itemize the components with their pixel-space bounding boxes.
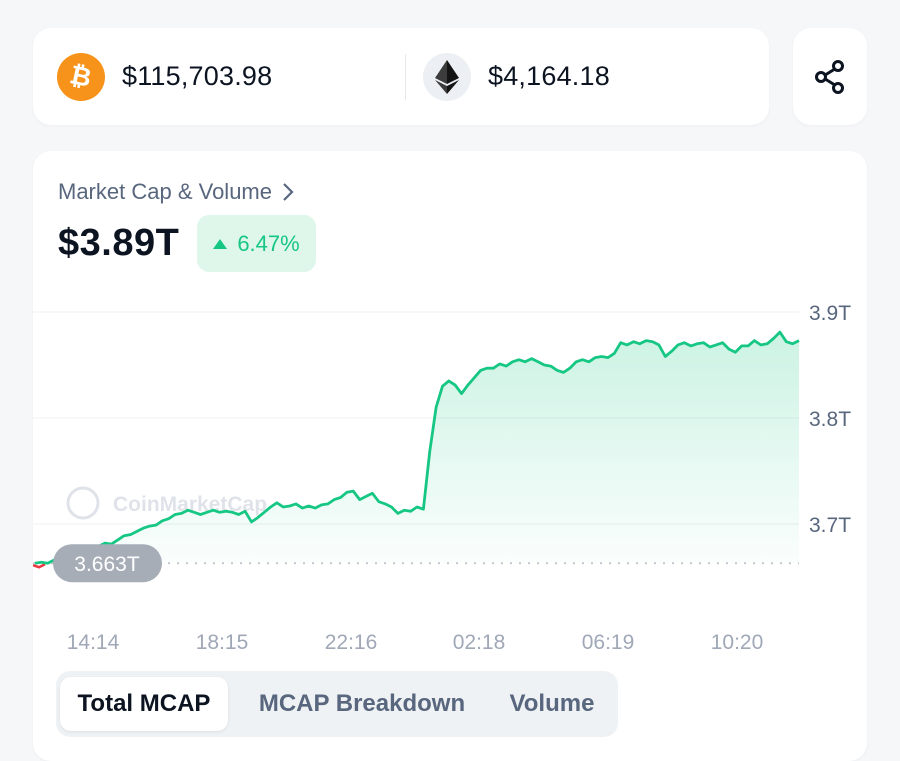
x-tick-label: 06:19 [582,631,635,654]
market-cap-chart: CoinMarketCap 3.9T 3.8T 3.7T 14:14 18:15 22:16… [33,302,851,654]
tab-volume[interactable]: Volume [509,690,595,717]
baseline-label: 3.663T [74,553,140,576]
x-tick-label: 10:20 [711,631,764,654]
ticker-divider [405,54,406,100]
tab-mcap-breakdown[interactable]: MCAP Breakdown [258,690,466,717]
price-ticker-bar: ₿ $115,703.98 $4,164.18 [33,28,769,125]
chevron-right-icon [282,182,294,202]
chart-line [34,330,800,565]
panel-title: Market Cap & Volume [58,179,272,204]
y-tick-label: 3.7T [809,514,851,537]
chart-tabs: Total MCAP MCAP Breakdown Volume [56,671,618,737]
tab-total-mcap[interactable]: Total MCAP [60,677,228,731]
x-tick-label: 22:16 [325,631,378,654]
btc-ticker[interactable]: ₿ $115,703.98 [57,28,272,125]
ethereum-icon [423,52,471,101]
watermark: CoinMarketCap [66,486,267,520]
eth-ticker[interactable]: $4,164.18 [423,28,610,125]
eth-price: $4,164.18 [488,61,610,91]
change-badge: 6.47% [197,215,316,272]
x-tick-label: 18:15 [196,631,249,654]
share-icon [815,59,844,94]
share-button[interactable] [793,28,867,125]
y-tick-label: 3.9T [809,302,851,325]
coinmarketcap-logo-icon [66,486,100,520]
x-tick-label: 14:14 [67,631,120,654]
market-cap-panel: Market Cap & Volume $3.89T 6.47% CoinMar… [33,151,867,761]
change-percent: 6.47% [237,230,300,256]
chart-line-down [33,563,46,569]
market-cap-value: $3.89T [58,222,180,264]
y-tick-label: 3.8T [809,408,851,431]
chart-area-fill [35,332,799,564]
market-cap-link[interactable]: Market Cap & Volume [58,179,294,205]
x-tick-label: 02:18 [453,631,506,654]
baseline-pill [53,544,162,583]
caret-up-icon [213,238,228,249]
btc-price: $115,703.98 [122,61,273,91]
bitcoin-icon: ₿ [57,52,105,101]
watermark-text: CoinMarketCap [113,493,267,516]
